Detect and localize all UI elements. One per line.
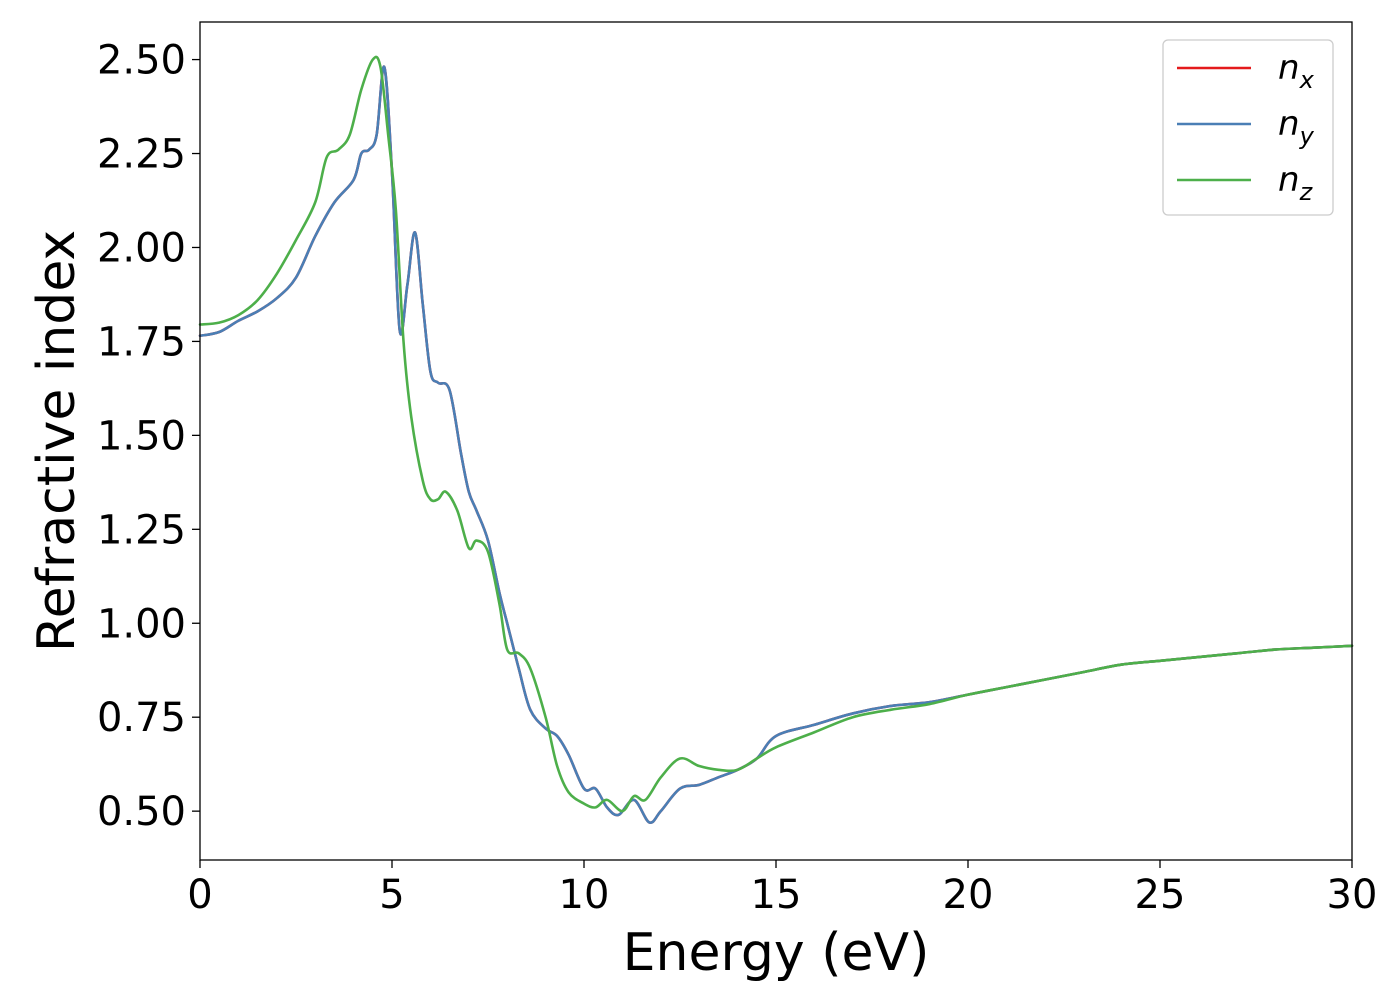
y-tick-label: 1.25: [97, 507, 186, 553]
y-tick-label: 2.00: [97, 225, 186, 271]
legend-label-y: ny: [1278, 104, 1315, 150]
y-tick-label: 1.00: [97, 601, 186, 647]
legend-label-z: nz: [1278, 160, 1314, 206]
plot-lines: [198, 55, 1354, 824]
y-tick-label: 0.50: [97, 789, 186, 835]
x-tick-label: 15: [751, 872, 802, 918]
x-tick-label: 30: [1327, 872, 1378, 918]
legend: nx ny nz: [1162, 39, 1334, 216]
y-tick-label: 2.50: [97, 38, 186, 84]
y-tick-label: 2.25: [97, 132, 186, 178]
series-line-z: [198, 55, 1354, 813]
x-tick-label: 0: [187, 872, 212, 918]
y-axis-ticks: 0.50 0.75 1.00 1.25 1.50 1.75 2.00 2.25 2.50: [97, 38, 200, 835]
x-axis-ticks: 0 5 10 15 20 25 30: [187, 860, 1377, 918]
y-tick-label: 1.50: [97, 413, 186, 459]
x-tick-label: 5: [379, 872, 404, 918]
legend-box: [1162, 39, 1334, 216]
y-tick-label: 0.75: [97, 695, 186, 741]
x-tick-label: 25: [1135, 872, 1186, 918]
x-tick-label: 10: [559, 872, 610, 918]
legend-label-x: nx: [1278, 48, 1315, 94]
x-axis-title: Energy (eV): [623, 923, 930, 983]
y-axis-title: Refractive index: [27, 230, 87, 652]
x-tick-label: 20: [943, 872, 994, 918]
y-tick-label: 1.75: [97, 319, 186, 365]
